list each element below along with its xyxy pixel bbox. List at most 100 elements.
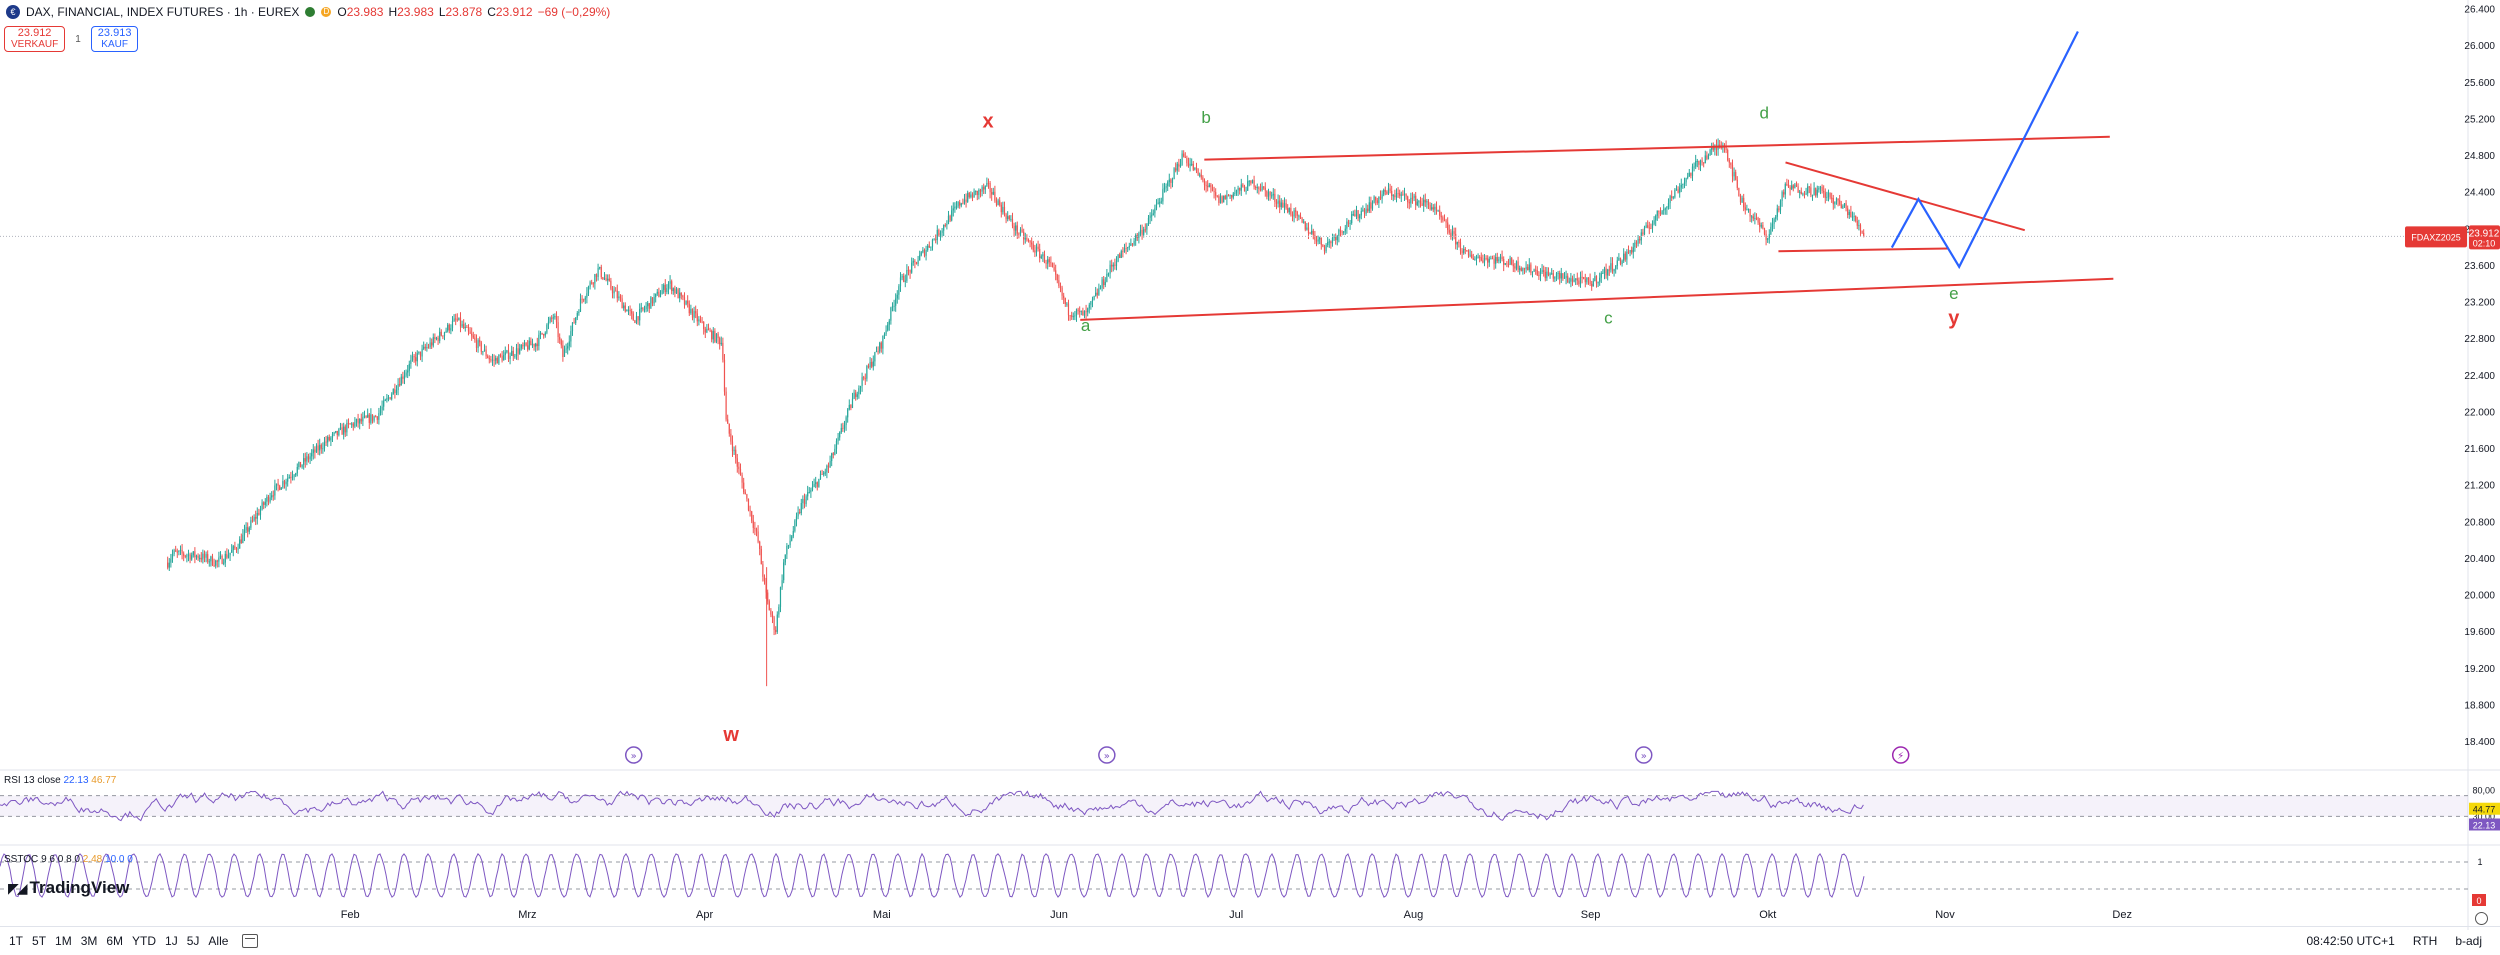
x-tick-label: Okt — [1759, 909, 1776, 921]
candle-body — [1399, 193, 1401, 196]
candle-body — [1535, 269, 1537, 271]
candle-body — [623, 305, 625, 309]
candle-body — [1736, 179, 1738, 188]
candle-body — [1743, 197, 1745, 208]
candle-body — [1591, 283, 1593, 287]
candle-body — [378, 413, 380, 420]
candle-body — [706, 328, 708, 333]
candle-body — [455, 318, 457, 320]
candle-body — [1442, 217, 1444, 221]
candle-body — [1237, 188, 1239, 191]
candle-body — [1752, 216, 1754, 219]
data-delay-dot-icon: D — [321, 7, 332, 17]
candle-body — [589, 282, 591, 287]
wave-label-b[interactable]: b — [1201, 108, 1210, 127]
candle-body — [1451, 231, 1454, 238]
candle-body — [1330, 241, 1332, 244]
candle-body — [1496, 257, 1498, 262]
candle-body — [418, 351, 420, 354]
candle-body — [1304, 221, 1306, 230]
candle-body — [1066, 303, 1068, 305]
candle-body — [1402, 194, 1404, 196]
candle-body — [1666, 206, 1668, 209]
symbol-title[interactable]: DAX, FINANCIAL, INDEX FUTURES · 1h · EUR… — [26, 5, 300, 19]
wave-label-c[interactable]: c — [1604, 309, 1613, 328]
sell-button[interactable]: 23.912 VERKAUF — [4, 26, 66, 52]
candle-body — [1051, 263, 1054, 268]
trend-line[interactable] — [1785, 161, 2026, 232]
candle-body — [1056, 274, 1058, 281]
timeframe-6m[interactable]: 6M — [106, 934, 124, 948]
candle-body — [1533, 269, 1535, 272]
wave-label-e[interactable]: e — [1949, 284, 1958, 303]
session-toggle[interactable]: RTH — [2412, 934, 2438, 948]
wave-label-y[interactable]: y — [1948, 307, 1960, 329]
candle-body — [423, 346, 425, 349]
candle-body — [1039, 248, 1041, 259]
sstoc-axis-label: 1 — [2477, 857, 2482, 867]
candle-body — [219, 555, 222, 558]
sstoc-legend[interactable]: SSTOC 9 6 0 8 0 2.48 10.0 0 — [4, 854, 133, 865]
candle-body — [581, 298, 583, 300]
sstoc-line[interactable] — [0, 852, 1865, 899]
candle-body — [674, 288, 676, 294]
y-tick-label: 23.200 — [2464, 298, 2495, 309]
candle-body — [307, 456, 310, 460]
event-marker-icon[interactable] — [1098, 746, 1116, 764]
timeframe-alle[interactable]: Alle — [208, 934, 229, 948]
wave-projection-path[interactable] — [1890, 30, 2079, 270]
candle-body — [1079, 311, 1081, 313]
timeframe-5j[interactable]: 5J — [186, 934, 200, 948]
candle-body — [205, 554, 207, 558]
event-marker-icon[interactable] — [1891, 746, 1910, 764]
candle-body — [1549, 273, 1551, 276]
candle-body — [880, 342, 882, 349]
trend-line[interactable] — [1204, 135, 2110, 161]
trend-line[interactable] — [1778, 247, 1949, 253]
timeframe-1t[interactable]: 1T — [9, 934, 24, 948]
adjustment-toggle[interactable]: b-adj — [2455, 934, 2482, 948]
rsi-line[interactable] — [0, 790, 1864, 822]
candle-body — [1221, 196, 1223, 203]
candle-body — [1239, 188, 1241, 191]
candle-body — [983, 187, 985, 190]
clock-display[interactable]: 08:42:50 UTC+1 — [2306, 934, 2395, 948]
event-marker-icon[interactable] — [1635, 746, 1653, 764]
candle-body — [1466, 250, 1468, 252]
y-tick-label: 20.800 — [2464, 517, 2495, 528]
candle-body — [1775, 216, 1777, 219]
candle-body — [725, 391, 727, 420]
candle-body — [522, 345, 524, 347]
tradingview-logo[interactable]: ◤◢ TradingView — [8, 878, 130, 897]
buy-button[interactable]: 23.913 KAUF — [90, 26, 139, 52]
rsi-legend[interactable]: RSI 13 close 22.13 46.77 — [4, 775, 117, 786]
y-tick-label: 26.400 — [2464, 5, 2495, 16]
wave-label-a[interactable]: a — [1081, 316, 1091, 335]
candle-body — [1181, 153, 1183, 165]
trend-line[interactable] — [1080, 277, 2114, 321]
candle-body — [568, 341, 570, 347]
event-marker-icon[interactable] — [624, 746, 643, 764]
candle-body — [203, 553, 206, 558]
wave-label-d[interactable]: d — [1760, 103, 1769, 122]
candle-body — [1547, 271, 1550, 276]
timeframe-1j[interactable]: 1J — [165, 934, 178, 948]
candle-body — [823, 472, 825, 475]
timeframe-3m[interactable]: 3M — [80, 934, 98, 948]
candle-body — [306, 456, 308, 462]
wave-label-x[interactable]: x — [983, 111, 994, 133]
candle-body — [984, 185, 986, 190]
candle-body — [1095, 292, 1097, 297]
chart-settings-icon[interactable] — [2475, 912, 2488, 925]
candle-body — [1562, 273, 1564, 279]
timeframe-ytd[interactable]: YTD — [132, 934, 157, 948]
candle-body — [776, 614, 778, 632]
candle-body — [775, 629, 777, 632]
candle-body — [1667, 203, 1670, 207]
candle-body — [570, 331, 572, 342]
timeframe-1m[interactable]: 1M — [55, 934, 72, 948]
timeframe-5t[interactable]: 5T — [32, 934, 47, 948]
wave-label-w[interactable]: w — [722, 724, 739, 746]
calendar-icon[interactable] — [242, 934, 259, 948]
